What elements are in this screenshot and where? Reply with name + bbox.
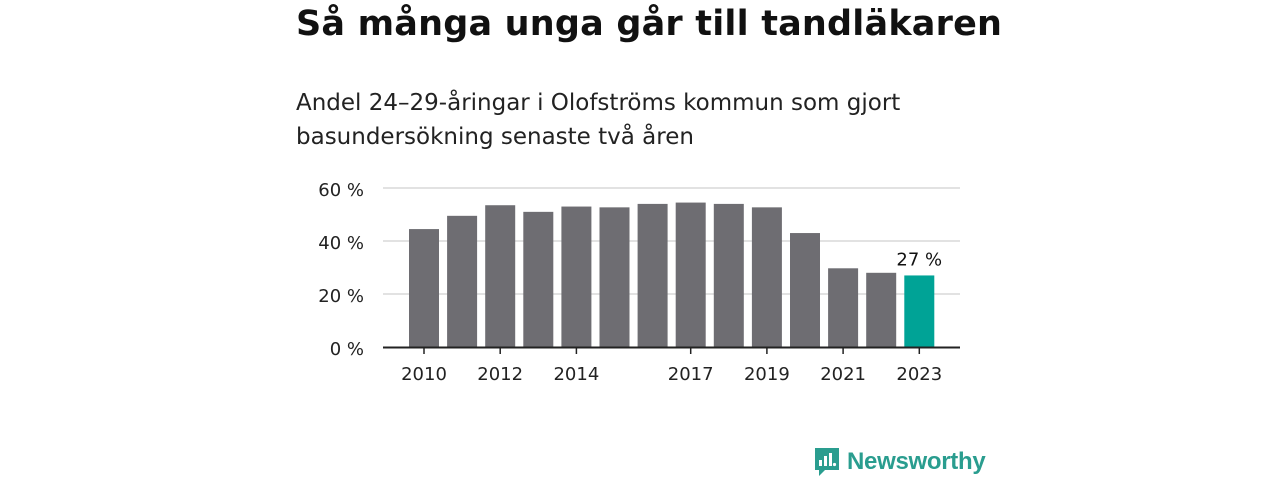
x-tick-label: 2010 (401, 364, 447, 385)
bars (409, 202, 935, 347)
newsworthy-logo: Newsworthy (813, 446, 986, 478)
bar (790, 233, 820, 347)
chart-subtitle: Andel 24–29-åringar i Olofströms kommun … (296, 90, 901, 150)
y-tick-label: 40 % (318, 233, 364, 254)
x-tick-label: 2023 (896, 364, 942, 385)
bar (409, 229, 439, 347)
brand-name: Newsworthy (847, 448, 986, 475)
bar-highlight (904, 275, 935, 347)
x-tick-label: 2021 (820, 364, 866, 385)
bar (447, 215, 478, 347)
bar (675, 202, 706, 347)
y-tick-label: 20 % (318, 286, 364, 307)
x-tick-label: 2019 (744, 364, 790, 385)
gridlines (383, 187, 960, 295)
bar (561, 206, 592, 347)
x-axis-ticks: 2010 2012 2014 2017 2019 2021 2023 (401, 347, 942, 385)
bar (751, 207, 782, 347)
bar (599, 207, 630, 347)
bar (523, 211, 554, 347)
y-axis-ticks: 0 % 20 % 40 % 60 % (318, 180, 364, 360)
data-label: 27 % (896, 249, 942, 270)
data-labels: 27 % (896, 249, 942, 270)
y-tick-label: 60 % (318, 180, 364, 201)
x-tick-label: 2012 (477, 364, 523, 385)
bar (866, 272, 897, 347)
y-tick-label: 0 % (330, 339, 364, 360)
bar (637, 203, 668, 347)
chart-title: Så många unga går till tandläkaren (296, 4, 1003, 44)
bar (485, 205, 516, 347)
newsworthy-logo-icon (815, 448, 839, 476)
bar (828, 268, 859, 347)
bar (713, 203, 744, 347)
x-tick-label: 2014 (553, 364, 599, 385)
x-tick-label: 2017 (668, 364, 714, 385)
